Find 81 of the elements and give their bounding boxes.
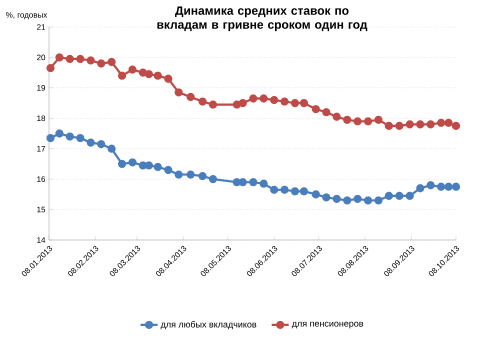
point [384, 192, 393, 200]
point [322, 108, 330, 116]
point [138, 68, 148, 77]
point [444, 118, 453, 127]
point [164, 166, 172, 174]
point [260, 180, 268, 188]
point [86, 56, 95, 65]
point [437, 118, 446, 127]
point [86, 138, 95, 147]
point [118, 160, 126, 168]
point [128, 158, 137, 166]
point [144, 70, 153, 78]
point [55, 53, 64, 62]
point [395, 122, 404, 130]
point [46, 134, 55, 142]
point [343, 196, 352, 205]
point [416, 184, 424, 192]
point [437, 182, 446, 191]
point [384, 122, 393, 130]
point [426, 120, 435, 128]
point [312, 190, 320, 198]
point [364, 117, 372, 126]
point [343, 116, 352, 124]
point [76, 134, 84, 142]
point [208, 100, 218, 109]
point [374, 116, 383, 124]
chart-title: Динамика средних ставок по вкладам в гривне сроком один год [157, 6, 368, 32]
point [66, 54, 74, 64]
point [260, 94, 268, 103]
point [249, 94, 258, 103]
point [395, 192, 404, 200]
point [128, 66, 137, 74]
point [270, 96, 278, 104]
point [332, 194, 341, 204]
point [66, 132, 74, 141]
point [322, 193, 330, 202]
point [300, 98, 308, 108]
point [97, 140, 106, 148]
point [290, 187, 300, 196]
point [108, 58, 116, 66]
point [232, 100, 241, 109]
point [154, 162, 162, 172]
point [198, 172, 207, 180]
point [46, 64, 55, 72]
point [374, 196, 383, 205]
point [249, 178, 258, 186]
point [154, 72, 162, 80]
point [76, 54, 84, 64]
point [406, 120, 414, 128]
point [144, 161, 153, 170]
point [354, 117, 362, 126]
point [300, 187, 308, 196]
point [238, 98, 247, 108]
point [332, 112, 341, 121]
point [364, 196, 372, 205]
point [280, 186, 289, 194]
point [55, 129, 64, 138]
point [426, 181, 435, 190]
point [452, 122, 460, 130]
point [118, 72, 126, 80]
point [444, 182, 453, 191]
point [354, 194, 362, 204]
point [198, 97, 207, 106]
legend-label: для пенсионеров [292, 322, 364, 328]
point [406, 192, 414, 200]
point [186, 92, 195, 102]
point [97, 59, 106, 68]
point [174, 170, 183, 179]
point [312, 105, 320, 114]
legend-label: для любых вкладчиков [160, 320, 256, 330]
point [186, 170, 195, 179]
point [416, 120, 424, 128]
point [290, 98, 300, 108]
point [108, 144, 116, 153]
point [164, 74, 172, 83]
point [208, 175, 218, 184]
point [238, 178, 247, 186]
point [452, 182, 460, 191]
point [270, 186, 278, 194]
point [174, 88, 183, 97]
point [280, 97, 289, 106]
